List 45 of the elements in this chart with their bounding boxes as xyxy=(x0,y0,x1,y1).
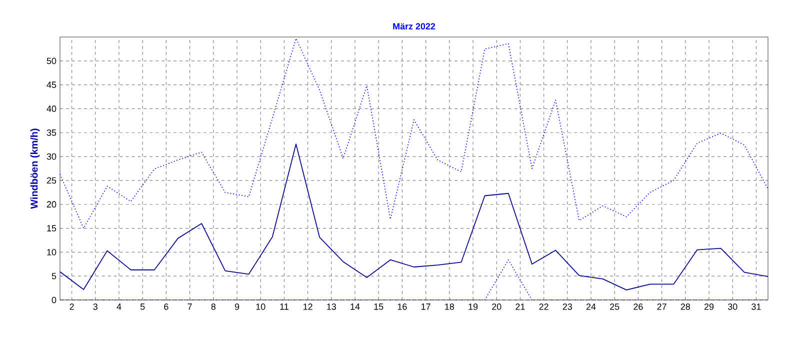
x-tick-label: 17 xyxy=(422,304,430,310)
y-tick-label: 15 xyxy=(47,225,56,232)
x-tick-label: 7 xyxy=(188,304,192,310)
x-tick-label: 23 xyxy=(562,304,572,310)
x-tick-label: 6 xyxy=(164,304,168,310)
y-axis-title: Windböen (km/h) xyxy=(30,128,40,209)
x-tick-label: 14 xyxy=(350,304,360,310)
x-tick-label: 19 xyxy=(468,304,478,310)
x-tick-label: 15 xyxy=(374,304,384,310)
x-tick-label: 29 xyxy=(704,304,714,310)
x-tick-label: 5 xyxy=(140,304,145,310)
line-series xyxy=(60,144,768,290)
x-tick-label: 27 xyxy=(657,304,666,310)
x-tick-label: 21 xyxy=(516,304,525,310)
y-tick-label: 0 xyxy=(52,296,56,304)
y-tick-label: 40 xyxy=(46,106,56,112)
x-tick-label: 20 xyxy=(492,304,502,310)
x-tick-label: 30 xyxy=(728,304,738,310)
chart-title: März 2022 xyxy=(393,23,436,30)
x-tick-label: 26 xyxy=(634,304,643,310)
x-tick-label: 11 xyxy=(280,304,288,310)
line-series xyxy=(60,38,768,229)
x-tick-label: 9 xyxy=(234,304,240,310)
y-tick-label: 25 xyxy=(46,177,56,184)
x-tick-label: 24 xyxy=(586,304,596,310)
x-tick-label: 22 xyxy=(539,304,548,310)
x-tick-label: 25 xyxy=(610,304,620,310)
y-tick-label: 20 xyxy=(46,201,56,208)
x-tick-label: 18 xyxy=(445,304,454,310)
x-tick-label: 28 xyxy=(680,304,690,310)
x-tick-label: 4 xyxy=(116,304,122,310)
x-tick-label: 13 xyxy=(327,304,336,310)
y-tick-label: 30 xyxy=(46,153,56,160)
x-tick-label: 10 xyxy=(256,304,266,310)
x-tick-label: 8 xyxy=(211,304,216,310)
x-tick-label: 31 xyxy=(752,304,761,310)
x-tick-label: 3 xyxy=(93,304,98,310)
y-tick-label: 5 xyxy=(52,272,56,280)
y-tick-label: 50 xyxy=(46,58,56,64)
y-tick-label: 35 xyxy=(46,129,56,136)
x-tick-label: 2 xyxy=(70,304,74,310)
x-tick-label: 12 xyxy=(304,304,312,310)
y-tick-label: 45 xyxy=(46,82,56,88)
y-tick-label: 10 xyxy=(47,249,56,256)
x-tick-label: 16 xyxy=(398,304,407,310)
